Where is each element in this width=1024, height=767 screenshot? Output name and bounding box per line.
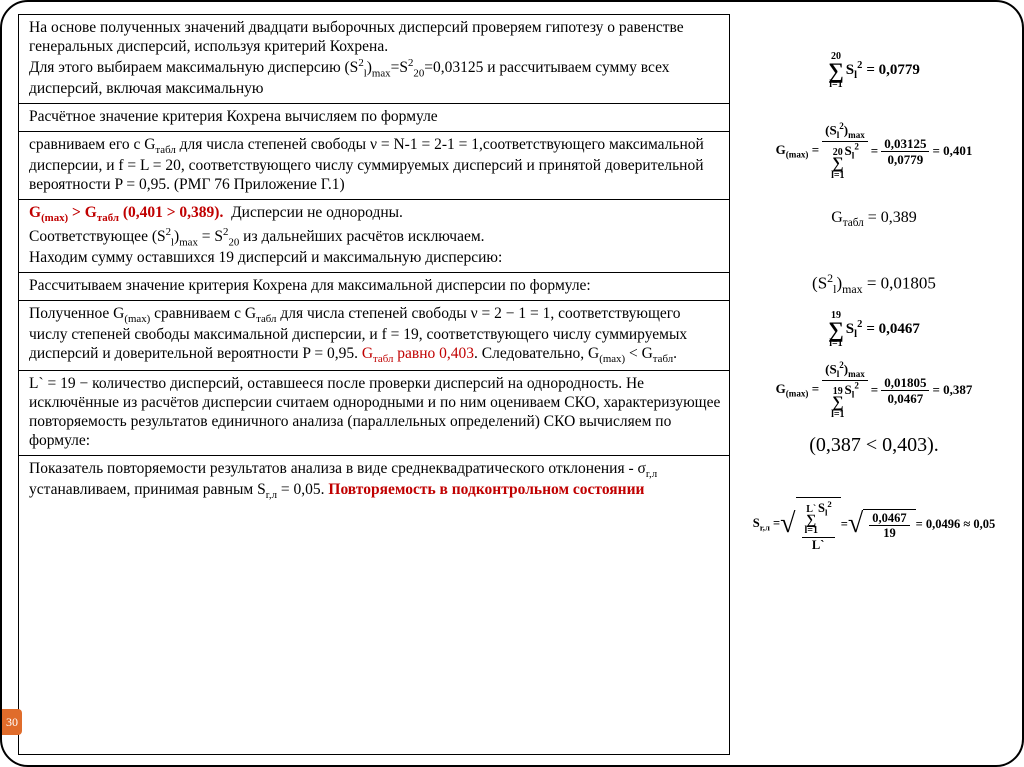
page-number: 30 (2, 709, 22, 735)
formula-column: 20 ∑ l=1 Sl2 = 0,0779 G(max) = (Sl2)max … (730, 14, 1008, 755)
formula-srl: Sr,л = √ L` ∑ l=1 Sl2 L` (740, 497, 1008, 552)
formula-s2max: (S2l)max = 0,01805 (740, 271, 1008, 297)
row-3: сравниваем его с Gтабл для числа степене… (19, 132, 729, 200)
formula-gmax-1: G(max) = (Sl2)max 20 ∑ l=1 Sl2 = 0,03125… (740, 122, 1008, 181)
formula-sum-2: 19 ∑ l=1 Sl2 = 0,0467 (740, 311, 1008, 349)
formula-compare: (0,387 < 0,403). (740, 434, 1008, 457)
row-5: Рассчитываем значение критерия Кохрена д… (19, 273, 729, 301)
row-2: Расчётное значение критерия Кохрена вычи… (19, 104, 729, 132)
row-6: Полученное G(max) сравниваем с Gтабл для… (19, 301, 729, 372)
formula-sum-1: 20 ∑ l=1 Sl2 = 0,0779 (740, 52, 1008, 90)
formula-gtabl: Gтабл = 0,389 (740, 209, 1008, 229)
formula-gmax-2: G(max) = (Sl2)max 19 ∑ l=1 Sl2 = 0,01805… (740, 361, 1008, 420)
row-8: Показатель повторяемости результатов ана… (19, 456, 729, 507)
text-table: На основе полученных значений двадцати в… (18, 14, 730, 755)
row-1: На основе полученных значений двадцати в… (19, 15, 729, 104)
row-4: G(max) > Gтабл (0,401 > 0,389). Дисперси… (19, 200, 729, 273)
row-7: L` = 19 − количество дисперсий, оставшее… (19, 371, 729, 456)
